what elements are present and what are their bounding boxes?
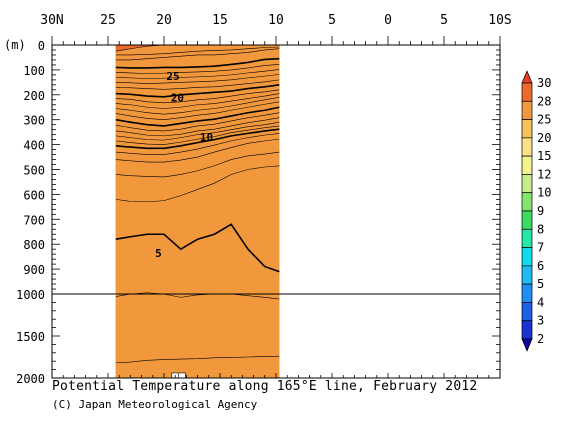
isotherm-20 (115, 84, 280, 98)
isotherm-28 (115, 45, 280, 52)
colorbar-swatch (521, 174, 533, 194)
colorbar-top-arrow (521, 70, 533, 84)
colorbar-swatch (521, 247, 533, 267)
contour-label-5: 5 (155, 247, 162, 260)
isotherm-24 (115, 64, 280, 74)
colorbar-label: 3 (537, 314, 544, 328)
missing-data-boxes (171, 372, 186, 379)
colorbar-label: 5 (537, 277, 544, 291)
colorbar-label: 7 (537, 241, 544, 255)
isotherm-16 (115, 101, 280, 121)
x-axis: 30N 25 20 15 10 5 0 5 10S (40, 13, 512, 378)
y-tick-label: 400 (23, 139, 45, 153)
y-tick-label: 600 (23, 188, 45, 202)
colorbar-label: 9 (537, 204, 544, 218)
colorbar-swatch (521, 82, 533, 102)
y-tick-label: 1500 (16, 330, 45, 344)
isotherm-13 (115, 117, 280, 137)
colorbar-swatch (521, 302, 533, 322)
colorbar-swatch (521, 137, 533, 157)
isotherm-5 (115, 223, 280, 273)
isotherm-9 (115, 133, 280, 155)
y-tick-label: 800 (23, 238, 45, 252)
y-tick-label: 100 (23, 64, 45, 78)
y-tick-label: 0 (38, 39, 45, 53)
isotherm-26 (115, 48, 280, 61)
colorbar-bottom-arrow (521, 338, 533, 352)
colorbar-swatch (521, 100, 533, 120)
isotherm-contours (115, 45, 280, 364)
chart-credit: (C) Japan Meteorological Agency (52, 398, 258, 411)
x-tick-label: 5 (440, 13, 448, 28)
isotherm-25 (115, 57, 280, 69)
colorbar-swatch (521, 228, 533, 248)
x-tick-label: 25 (100, 13, 116, 28)
isotherm-18 (115, 93, 280, 109)
y-tick-label: 2000 (16, 372, 45, 386)
y-axis: 100 200 300 400 500 600 700 800 900 1000 1500 2000 0 (16, 39, 500, 386)
x-tick-label: 20 (156, 13, 172, 28)
contour-labels: 25 20 10 5 (155, 70, 213, 260)
isotherm-17 (115, 96, 280, 115)
x-tick-label: 0 (384, 13, 392, 28)
x-tick-label: 10S (488, 13, 511, 28)
contour-label-25: 25 (166, 70, 179, 83)
isotherm-21 (115, 79, 280, 90)
isotherm-11 (115, 125, 280, 145)
colorbar-label: 15 (537, 149, 551, 163)
isotherm-12 (115, 121, 280, 141)
isotherm-15 (115, 106, 280, 127)
colorbar-swatch (521, 155, 533, 175)
colorbar-swatch (521, 192, 533, 212)
colorbar-label: 20 (537, 131, 551, 145)
isotherm-19 (115, 89, 280, 104)
isotherm-6 (115, 165, 280, 203)
colorbar-label: 2 (537, 332, 544, 346)
isotherm-8 (115, 138, 280, 163)
isotherm-23 (115, 69, 280, 79)
contour-label-10: 10 (200, 131, 213, 144)
isotherm-4 (115, 292, 280, 300)
x-tick-label: 10 (268, 13, 284, 28)
isotherm-3 (115, 355, 280, 364)
x-tick-label: 5 (328, 13, 336, 28)
isotherm-27 (115, 46, 280, 56)
colorbar-label: 6 (537, 259, 544, 273)
colorbar-swatch (521, 119, 533, 139)
colorbar-swatch (521, 265, 533, 285)
colorbar-label: 28 (537, 94, 551, 108)
y-tick-label: 300 (23, 114, 45, 128)
field-band-surface (115, 45, 280, 52)
contour-label-20: 20 (171, 91, 184, 104)
colorbar-label: 10 (537, 186, 551, 200)
colorbar-swatch (521, 283, 533, 303)
isotherm-7 (115, 151, 280, 178)
y-tick-label: 900 (23, 263, 45, 277)
y-tick-label: 500 (23, 164, 45, 178)
colorbar-label: 8 (537, 222, 544, 236)
y-unit-label: (m) (4, 38, 26, 52)
isotherm-14 (115, 112, 280, 132)
colorbar-swatch (521, 210, 533, 230)
x-tick-label: 30N (40, 13, 63, 28)
isotherm-10 (115, 128, 280, 150)
y-tick-label: 200 (23, 89, 45, 103)
x-tick-label: 15 (212, 13, 228, 28)
colorbar-swatch (521, 320, 533, 340)
colorbar: 2 3 4 5 6 7 8 9 10 12 15 20 25 28 30 (521, 70, 551, 352)
y-tick-label: 1000 (16, 288, 45, 302)
colorbar-label: 12 (537, 167, 551, 181)
isotherm-22 (115, 74, 280, 84)
colorbar-label: 4 (537, 295, 544, 309)
y-tick-label: 700 (23, 213, 45, 227)
colorbar-label: 25 (537, 113, 551, 127)
colorbar-label: 30 (537, 76, 551, 90)
chart-title: Potential Temperature along 165°E line, … (52, 379, 478, 394)
